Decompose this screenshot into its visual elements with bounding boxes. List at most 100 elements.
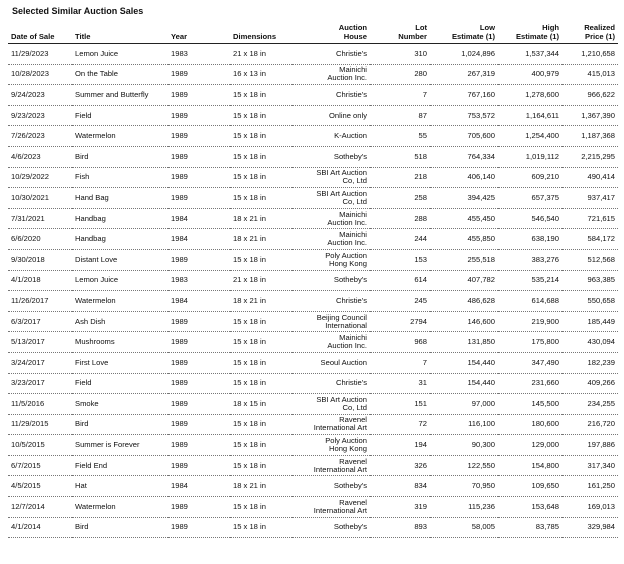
table-cell: 15 x 18 in (230, 496, 292, 518)
table-cell: 1983 (168, 43, 230, 65)
table-cell: 1989 (168, 146, 230, 168)
table-cell: 280 (370, 64, 430, 86)
table-cell: 2794 (370, 311, 430, 333)
table-row: 10/30/2021 Hand Bag 1989 15 x 18 in SBI Art … (8, 187, 618, 209)
table-cell: Lemon Juice (72, 43, 168, 65)
table-cell: 7/31/2021 (8, 208, 72, 230)
table-cell: Distant Love (72, 249, 168, 271)
table-cell: 288 (370, 208, 430, 230)
table-row: 11/5/2016 Smoke 1989 18 x 15 in SBI Art Auct… (8, 393, 618, 415)
table-cell: 1,254,400 (498, 125, 562, 147)
table-cell: 415,013 (562, 64, 618, 86)
table-cell: 584,172 (562, 228, 618, 250)
table-cell: 1989 (168, 414, 230, 436)
table-cell: 1984 (168, 290, 230, 312)
column-header: Auction House (292, 22, 370, 44)
table-cell: 154,440 (430, 373, 498, 395)
table-row: 11/29/2015 Bird 1989 15 x 18 in Ravenel Inte… (8, 414, 618, 436)
column-header: Year (168, 22, 230, 44)
table-row: 10/28/2023 On the Table 1989 16 x 13 in Main… (8, 64, 618, 86)
column-header: Date of Sale (8, 22, 72, 44)
table-cell: 609,210 (498, 167, 562, 189)
column-header: High Estimate (1) (498, 22, 562, 44)
table-cell: 546,540 (498, 208, 562, 230)
table-cell: 72 (370, 414, 430, 436)
table-cell: 3/24/2017 (8, 352, 72, 374)
table-cell: 347,490 (498, 352, 562, 374)
table-cell: 21 x 18 in (230, 43, 292, 65)
table-cell: 231,660 (498, 373, 562, 395)
table-cell: Watermelon (72, 125, 168, 147)
table-cell: 963,385 (562, 270, 618, 292)
table-cell: 326 (370, 455, 430, 477)
table-cell: 255,518 (430, 249, 498, 271)
table-row: 9/24/2023 Summer and Butterfly 1989 15 x 18… (8, 84, 618, 106)
table-cell: Sotheby's (292, 475, 370, 498)
table-cell: 18 x 15 in (230, 393, 292, 415)
table-cell: 10/30/2021 (8, 187, 72, 209)
table-cell: 6/3/2017 (8, 311, 72, 333)
table-cell: 267,319 (430, 64, 498, 86)
table-cell: Watermelon (72, 496, 168, 518)
table-cell: Mainichi Auction Inc. (292, 331, 370, 353)
table-cell: 169,013 (562, 496, 618, 518)
table-cell: 87 (370, 105, 430, 127)
table-cell: 614,688 (498, 290, 562, 312)
table-cell: 638,190 (498, 228, 562, 250)
table-cell: Mainichi Auction Inc. (292, 64, 370, 86)
table-cell: 10/28/2023 (8, 64, 72, 86)
table-cell: 1983 (168, 270, 230, 292)
table-row: 10/5/2015 Summer is Forever 1989 15 x 18 in… (8, 434, 618, 456)
sales-table: Date of Sale Title Year Dimensions Auction H… (8, 22, 618, 539)
table-cell: Sotheby's (292, 517, 370, 539)
table-cell: 12/7/2014 (8, 496, 72, 518)
table-cell: 145,500 (498, 393, 562, 415)
table-row: 4/1/2018 Lemon Juice 1983 21 x 18 in Sotheby… (8, 270, 618, 292)
table-cell: On the Table (72, 64, 168, 86)
table-cell: 10/5/2015 (8, 434, 72, 456)
table-cell: Christie's (292, 373, 370, 395)
table-cell: 15 x 18 in (230, 455, 292, 477)
table-cell: Bird (72, 517, 168, 539)
table-cell: 764,334 (430, 146, 498, 168)
table-cell: Field (72, 105, 168, 127)
table-cell: 317,340 (562, 455, 618, 477)
table-cell: 1989 (168, 434, 230, 456)
table-cell: 893 (370, 517, 430, 539)
table-cell: 55 (370, 125, 430, 147)
table-cell: 197,886 (562, 434, 618, 456)
table-cell: 153 (370, 249, 430, 271)
table-cell: 11/29/2015 (8, 414, 72, 436)
table-cell: Christie's (292, 43, 370, 65)
table-cell: Handbag (72, 208, 168, 230)
table-cell: Field End (72, 455, 168, 477)
table-cell: Christie's (292, 84, 370, 106)
table-cell: SBI Art Auction Co, Ltd (292, 167, 370, 189)
table-cell: Field (72, 373, 168, 395)
table-cell: 18 x 21 in (230, 228, 292, 250)
table-cell: SBI Art Auction Co, Ltd (292, 393, 370, 415)
table-cell: Christie's (292, 290, 370, 312)
table-row: 10/29/2022 Fish 1989 15 x 18 in SBI Art Auct… (8, 167, 618, 189)
table-cell: SBI Art Auction Co, Ltd (292, 187, 370, 209)
table-cell: Mainichi Auction Inc. (292, 208, 370, 230)
column-header: Lot Number (370, 22, 430, 44)
table-cell: Seoul Auction (292, 352, 370, 374)
table-cell: 550,658 (562, 290, 618, 312)
table-cell: 146,600 (430, 311, 498, 333)
table-cell: 129,000 (498, 434, 562, 456)
table-cell: 90,300 (430, 434, 498, 456)
table-cell: 834 (370, 475, 430, 498)
table-cell: 194 (370, 434, 430, 456)
table-cell: 18 x 21 in (230, 290, 292, 312)
table-cell: 15 x 18 in (230, 249, 292, 271)
table-cell: 1989 (168, 187, 230, 209)
table-cell: 15 x 18 in (230, 352, 292, 374)
table-cell: 329,984 (562, 517, 618, 539)
table-cell: Hat (72, 475, 168, 498)
table-cell: Mainichi Auction Inc. (292, 228, 370, 250)
table-cell: 394,425 (430, 187, 498, 209)
table-row: 11/26/2017 Watermelon 1984 18 x 21 in Christ… (8, 290, 618, 312)
table-cell: 219,900 (498, 311, 562, 333)
table-cell: 512,568 (562, 249, 618, 271)
